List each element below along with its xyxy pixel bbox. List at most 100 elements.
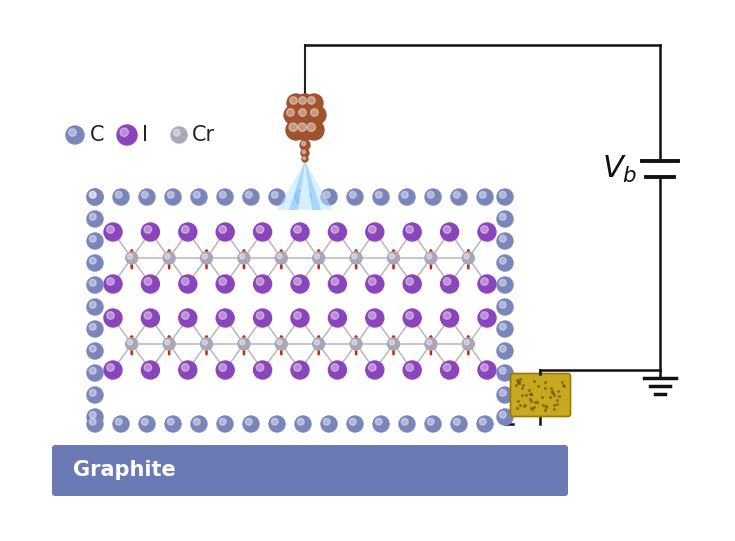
Circle shape: [290, 97, 297, 104]
Circle shape: [90, 213, 96, 220]
Circle shape: [90, 192, 96, 198]
Circle shape: [499, 390, 506, 396]
Circle shape: [300, 140, 310, 150]
Circle shape: [404, 223, 421, 241]
Circle shape: [323, 192, 330, 198]
Circle shape: [479, 192, 486, 198]
Circle shape: [144, 364, 151, 371]
Circle shape: [90, 418, 96, 425]
Circle shape: [104, 361, 122, 379]
Circle shape: [144, 278, 151, 285]
Circle shape: [87, 343, 103, 359]
Circle shape: [165, 254, 170, 259]
Circle shape: [165, 416, 181, 432]
Circle shape: [298, 97, 306, 104]
Circle shape: [182, 312, 189, 319]
Circle shape: [298, 123, 306, 131]
Circle shape: [497, 409, 513, 425]
Circle shape: [90, 345, 96, 352]
Circle shape: [303, 157, 306, 160]
Circle shape: [113, 189, 129, 205]
Circle shape: [220, 192, 226, 198]
Circle shape: [481, 226, 488, 233]
Circle shape: [291, 309, 309, 327]
Circle shape: [497, 277, 513, 293]
Polygon shape: [277, 163, 333, 210]
Circle shape: [245, 192, 252, 198]
Circle shape: [321, 416, 337, 432]
Circle shape: [368, 278, 376, 285]
Circle shape: [296, 106, 314, 124]
Circle shape: [302, 156, 308, 162]
Circle shape: [497, 299, 513, 315]
Circle shape: [107, 278, 114, 285]
Circle shape: [308, 106, 326, 124]
Circle shape: [90, 279, 96, 286]
Circle shape: [66, 126, 84, 144]
Circle shape: [87, 189, 103, 205]
Circle shape: [497, 233, 513, 249]
Circle shape: [286, 120, 306, 140]
Circle shape: [254, 361, 272, 379]
Circle shape: [141, 361, 159, 379]
Circle shape: [90, 367, 96, 374]
Circle shape: [165, 189, 181, 205]
Text: Graphite: Graphite: [73, 460, 176, 480]
Circle shape: [277, 340, 282, 345]
Circle shape: [425, 416, 441, 432]
Circle shape: [427, 340, 431, 345]
Polygon shape: [298, 163, 312, 210]
Circle shape: [179, 309, 197, 327]
Circle shape: [238, 252, 250, 264]
Circle shape: [201, 338, 212, 350]
Circle shape: [217, 189, 233, 205]
Circle shape: [87, 255, 103, 271]
Circle shape: [90, 390, 96, 396]
Circle shape: [87, 409, 103, 425]
Circle shape: [373, 416, 389, 432]
Circle shape: [90, 411, 96, 418]
Circle shape: [366, 223, 384, 241]
Circle shape: [499, 301, 506, 308]
Circle shape: [182, 278, 189, 285]
Circle shape: [257, 226, 264, 233]
Circle shape: [427, 254, 431, 259]
Circle shape: [294, 278, 301, 285]
Circle shape: [347, 416, 363, 432]
Circle shape: [477, 416, 493, 432]
Circle shape: [373, 189, 389, 205]
Circle shape: [298, 418, 304, 425]
Circle shape: [497, 387, 513, 403]
Circle shape: [87, 233, 103, 249]
Circle shape: [87, 211, 103, 227]
Circle shape: [90, 235, 96, 242]
Circle shape: [497, 365, 513, 381]
Circle shape: [406, 312, 414, 319]
Circle shape: [254, 223, 272, 241]
Circle shape: [295, 416, 311, 432]
Circle shape: [257, 312, 264, 319]
Circle shape: [323, 418, 330, 425]
Circle shape: [179, 223, 197, 241]
Circle shape: [497, 321, 513, 337]
Circle shape: [202, 340, 207, 345]
Circle shape: [141, 418, 148, 425]
Circle shape: [425, 189, 441, 205]
Circle shape: [179, 361, 197, 379]
Circle shape: [404, 309, 421, 327]
Circle shape: [499, 279, 506, 286]
Circle shape: [104, 309, 122, 327]
Circle shape: [499, 345, 506, 352]
Circle shape: [240, 340, 245, 345]
Circle shape: [331, 364, 339, 371]
Circle shape: [238, 338, 250, 350]
Circle shape: [115, 192, 122, 198]
Circle shape: [478, 361, 496, 379]
Circle shape: [347, 189, 363, 205]
Circle shape: [481, 312, 488, 319]
Circle shape: [499, 324, 506, 330]
Circle shape: [453, 418, 460, 425]
Circle shape: [387, 252, 400, 264]
Circle shape: [301, 142, 306, 146]
Circle shape: [163, 338, 175, 350]
